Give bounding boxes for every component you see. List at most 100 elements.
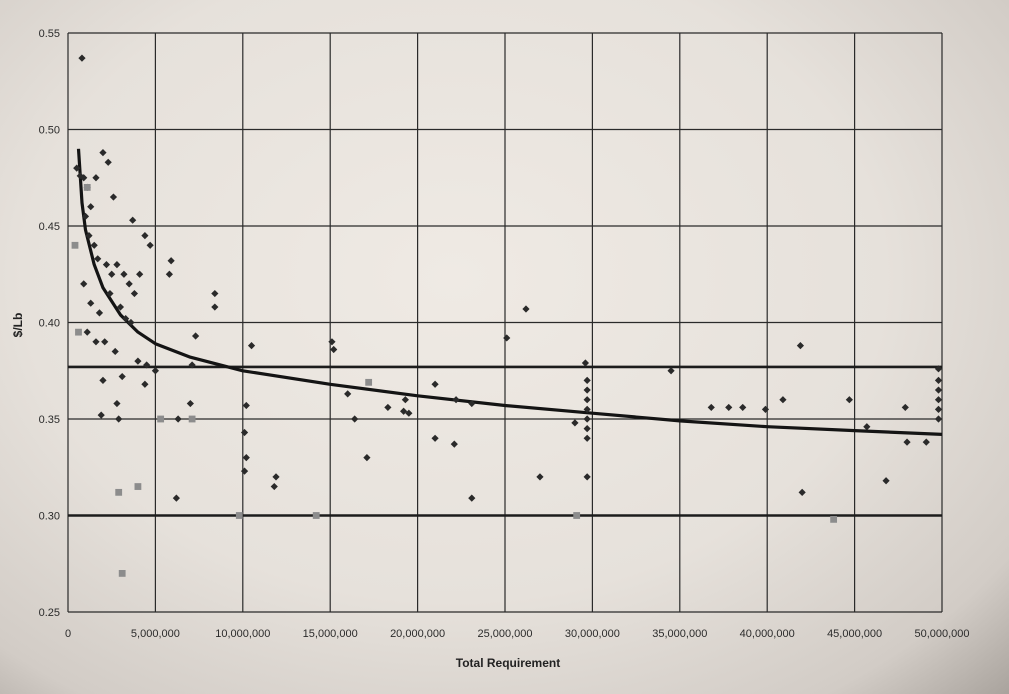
data-point-square: [75, 328, 82, 336]
data-point-diamond: [127, 318, 135, 327]
data-point-diamond: [779, 396, 787, 404]
data-point-diamond: [401, 396, 409, 404]
trend-curve-layer: [76, 148, 943, 436]
data-point-diamond: [122, 315, 130, 323]
data-point-diamond: [80, 174, 88, 182]
x-tick-label: 15,000,000: [303, 628, 358, 640]
data-point-diamond: [109, 193, 118, 201]
data-point-diamond: [934, 376, 943, 384]
data-point-diamond: [94, 255, 102, 263]
data-point-diamond: [431, 434, 439, 442]
data-point-diamond: [83, 328, 91, 336]
data-point-diamond: [583, 386, 591, 394]
data-point-diamond: [583, 405, 591, 413]
data-point-diamond: [400, 407, 408, 415]
data-point-diamond: [240, 467, 249, 475]
data-point-diamond: [796, 342, 805, 350]
data-point-diamond: [80, 280, 88, 288]
data-point-diamond: [73, 164, 81, 172]
y-axis-title: $/Lb: [11, 313, 25, 338]
x-tick-label: 35,000,000: [652, 628, 707, 640]
data-point-diamond: [330, 345, 338, 354]
data-point-diamond: [522, 305, 530, 313]
data-point-square: [830, 515, 838, 523]
x-tick-label: 45,000,000: [827, 628, 882, 640]
data-point-diamond: [583, 473, 591, 481]
data-point-diamond: [903, 438, 911, 446]
x-axis-title: Total Requirement: [456, 656, 560, 670]
data-point-diamond: [845, 396, 853, 404]
y-tick-label: 0.40: [39, 318, 60, 330]
data-point-diamond: [134, 357, 142, 365]
data-point-diamond: [242, 401, 250, 410]
x-tick-label: 50,000,000: [914, 628, 969, 640]
data-point-diamond: [761, 405, 770, 413]
x-tick-label: 30,000,000: [565, 628, 620, 640]
data-point-diamond: [125, 280, 133, 288]
data-point-diamond: [431, 380, 439, 388]
data-point-diamond: [188, 361, 196, 369]
data-point-diamond: [78, 54, 86, 62]
data-point-square: [118, 570, 126, 577]
data-point-diamond: [583, 396, 591, 404]
data-point-diamond: [922, 438, 930, 446]
data-point-diamond: [536, 473, 544, 481]
data-point-diamond: [934, 365, 943, 373]
data-point-diamond: [118, 372, 126, 381]
data-point-diamond: [725, 403, 733, 412]
data-point-square: [83, 184, 91, 191]
data-point-diamond: [882, 477, 890, 485]
data-point-diamond: [934, 405, 943, 413]
x-tick-label: 0: [65, 628, 71, 640]
data-point-diamond: [111, 347, 119, 356]
x-tick-label: 10,000,000: [215, 628, 270, 640]
data-point-diamond: [97, 411, 105, 419]
data-point-diamond: [174, 415, 182, 423]
data-point-diamond: [328, 338, 336, 346]
data-point-diamond: [863, 423, 871, 431]
data-point-diamond: [739, 403, 747, 412]
data-point-diamond: [344, 390, 352, 398]
data-point-diamond: [384, 403, 392, 412]
data-point-diamond: [143, 361, 151, 369]
x-tick-label: 5,000,000: [131, 628, 180, 640]
data-point-square: [312, 512, 320, 519]
data-point-diamond: [571, 419, 579, 427]
data-point-diamond: [87, 299, 95, 307]
data-point-diamond: [120, 270, 128, 278]
data-point-diamond: [141, 232, 149, 240]
data-point-diamond: [172, 494, 180, 502]
data-point-diamond: [106, 289, 114, 298]
data-point-diamond: [192, 332, 200, 340]
data-point-diamond: [85, 232, 93, 240]
trend-curve: [76, 148, 943, 436]
data-point-diamond: [270, 482, 278, 491]
y-tick-labels: 0.25 0.30 0.35 0.40 0.45 0.50 0.55: [39, 28, 60, 619]
y-tick-label: 0.35: [39, 414, 60, 426]
data-point-diamond: [934, 396, 943, 404]
reference-lines: [68, 365, 942, 517]
data-point-diamond: [101, 338, 109, 346]
grid: [67, 32, 943, 613]
y-tick-label: 0.25: [39, 607, 60, 619]
data-point-diamond: [95, 309, 104, 317]
data-point-diamond: [136, 270, 144, 278]
data-point-diamond: [581, 359, 590, 367]
data-point-diamond: [934, 415, 943, 423]
data-point-diamond: [211, 289, 219, 298]
data-point-diamond: [108, 270, 116, 278]
data-point-diamond: [92, 338, 100, 346]
data-point-diamond: [707, 403, 715, 412]
data-point-diamond: [113, 261, 121, 269]
data-point-diamond: [87, 203, 95, 211]
data-point-diamond: [468, 399, 476, 408]
data-point-diamond: [113, 399, 121, 408]
data-point-diamond: [211, 303, 219, 311]
data-point-diamond: [141, 380, 149, 388]
data-point-diamond: [129, 216, 137, 224]
data-point-diamond: [405, 409, 413, 417]
data-point-diamond: [186, 399, 194, 408]
data-point-diamond: [351, 415, 359, 423]
